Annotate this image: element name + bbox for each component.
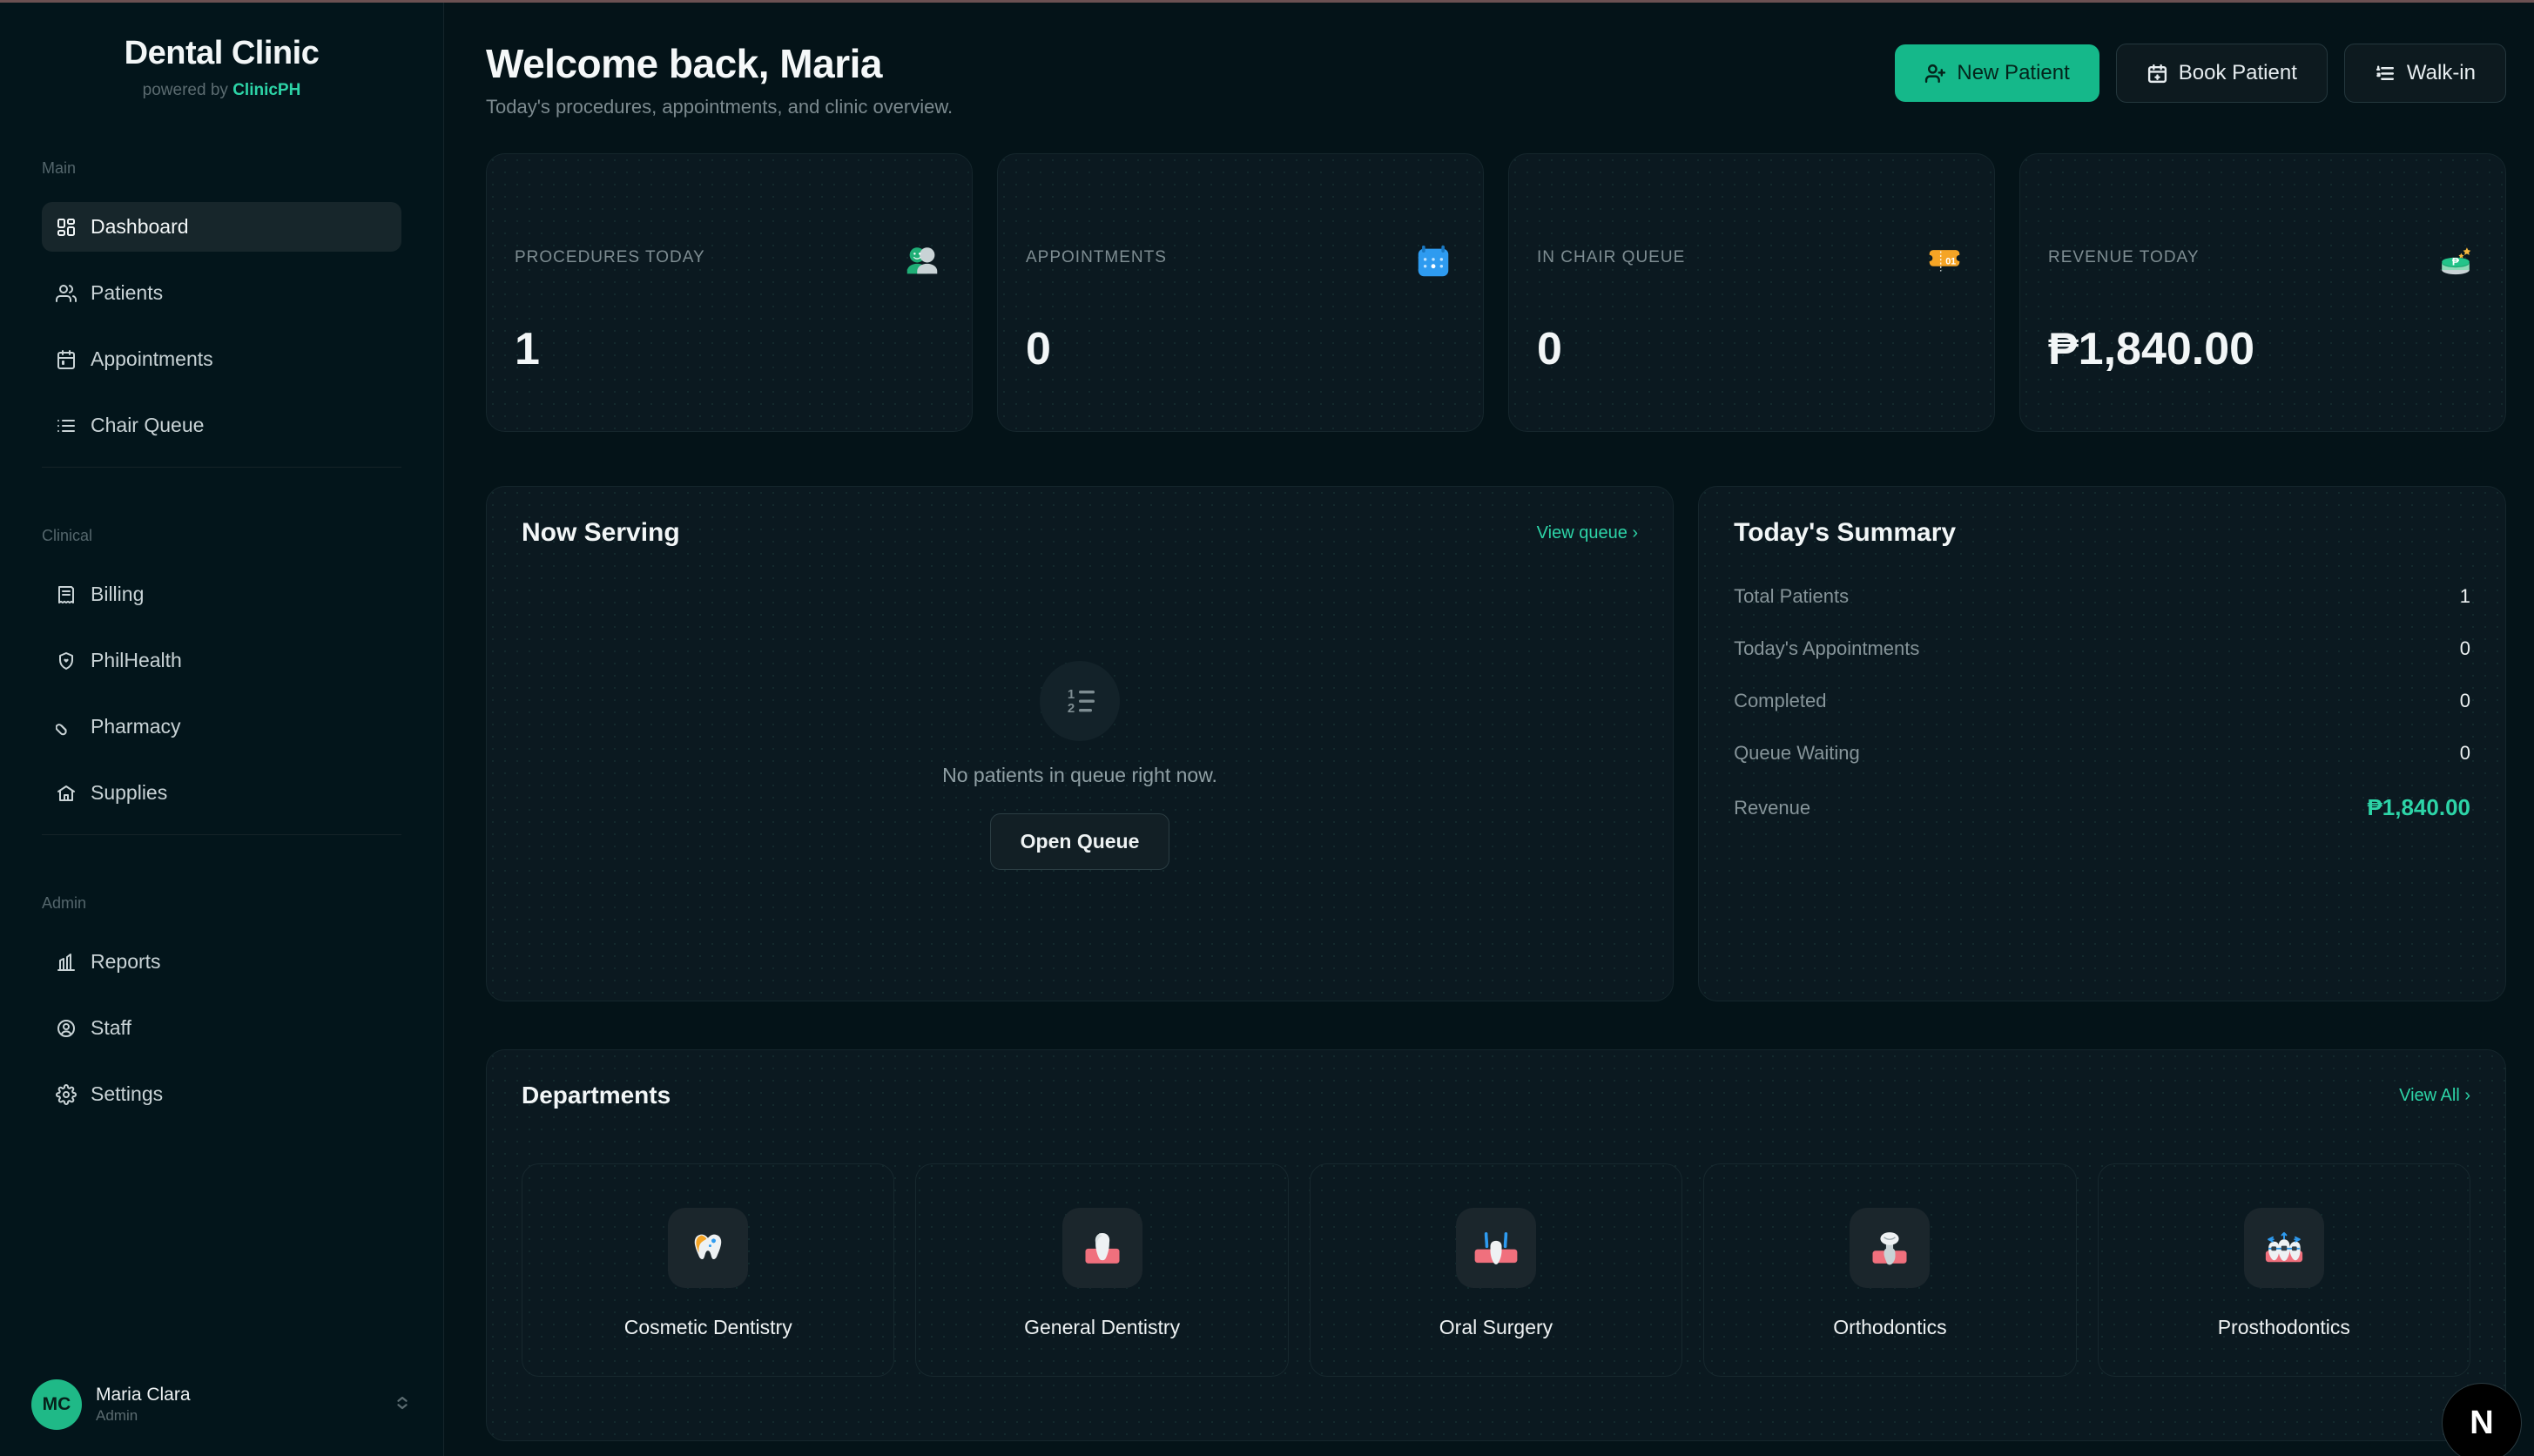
svg-text:1: 1 — [1068, 687, 1075, 702]
svg-text:₱: ₱ — [2452, 255, 2460, 267]
svg-text:01: 01 — [1945, 257, 1956, 267]
svg-text:2: 2 — [1068, 701, 1075, 716]
